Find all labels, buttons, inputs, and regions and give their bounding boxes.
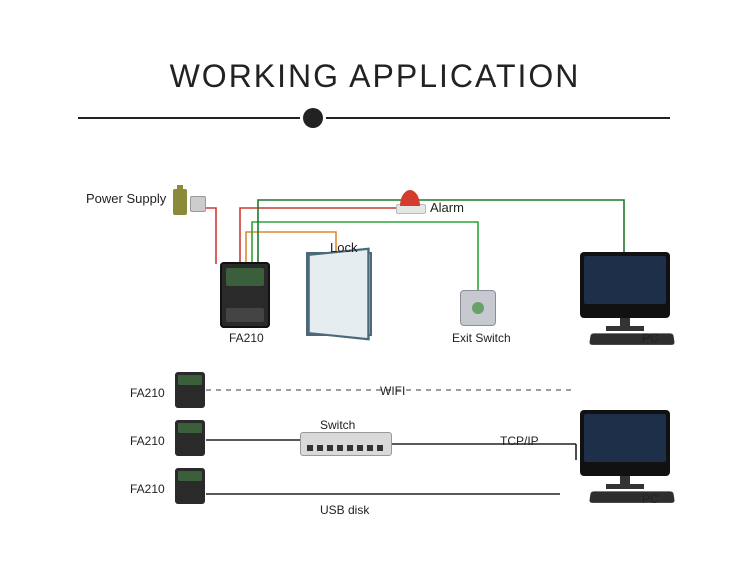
label-wifi: WIFI: [380, 384, 405, 398]
power-battery-icon: [173, 189, 187, 215]
label-fa210-2: FA210: [130, 434, 165, 448]
alarm-dome-icon: [400, 190, 420, 206]
label-tcpip: TCP/IP: [500, 434, 539, 448]
label-pc-top: PC: [642, 331, 659, 345]
label-usb: USB disk: [320, 503, 369, 517]
label-fa210-main: FA210: [229, 331, 264, 345]
pc-top-monitor-icon: [580, 252, 670, 318]
label-exit-switch: Exit Switch: [452, 331, 511, 345]
diagram-canvas: { "type": "network-wiring-diagram", "can…: [0, 0, 750, 582]
pc-bot-stand-b: [606, 484, 644, 489]
pc-top-keyboard-icon: [589, 333, 675, 344]
mini-terminal-3-icon: [175, 468, 205, 504]
label-lock: Lock: [330, 240, 357, 255]
divider-left: [78, 117, 300, 119]
wire-power-to-terminal: [200, 208, 216, 264]
door-panel-icon: [308, 247, 370, 340]
label-pc-bot: PC: [642, 492, 659, 506]
mini-terminal-2-icon: [175, 420, 205, 456]
divider-right: [326, 117, 670, 119]
terminal-main-icon: [220, 262, 270, 328]
page-title: WORKING APPLICATION: [0, 58, 750, 95]
label-switch: Switch: [320, 418, 355, 432]
pc-bot-stand-v: [620, 476, 630, 484]
power-adapter-icon: [190, 196, 206, 212]
pc-bot-monitor-icon: [580, 410, 670, 476]
pc-top-stand-b: [606, 326, 644, 331]
label-fa210-3: FA210: [130, 482, 165, 496]
pc-top-stand-v: [620, 318, 630, 326]
pc-bot-keyboard-icon: [589, 491, 675, 502]
label-power-supply: Power Supply: [86, 191, 166, 206]
label-fa210-1: FA210: [130, 386, 165, 400]
label-alarm: Alarm: [430, 200, 464, 215]
network-switch-icon: [300, 432, 392, 456]
exit-switch-icon: [460, 290, 496, 326]
mini-terminal-1-icon: [175, 372, 205, 408]
divider-dot: [303, 108, 323, 128]
